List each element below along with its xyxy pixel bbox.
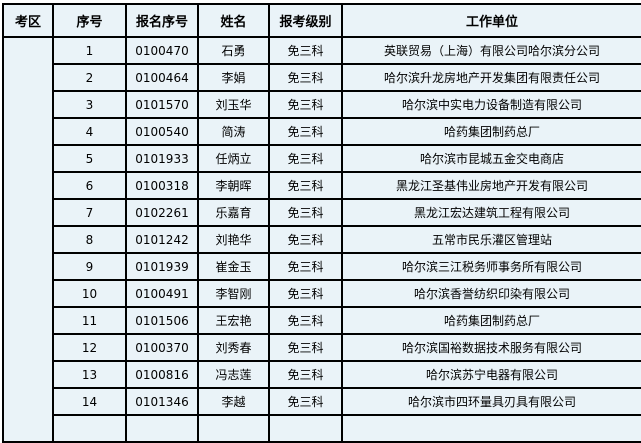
table-row: 1 0100470 石勇 免三科 英联贸易（上海）有限公司哈尔滨分公司 (2, 36, 641, 443)
no-cell: 14 (52, 387, 127, 416)
reg-no-cell: 0100540 (125, 117, 199, 146)
unit-cell: 哈尔滨香誉纺织印染有限公司 (341, 279, 641, 308)
table-row: 6 0100318 李朝晖 免三科 黑龙江圣基伟业房地产开发有限公司 (3, 171, 641, 200)
name-cell (197, 414, 270, 443)
no-cell: 5 (52, 144, 127, 173)
name-cell: 刘秀春 (197, 333, 270, 362)
unit-cell: 哈尔滨国裕数据技术服务有限公司 (341, 333, 641, 362)
area-cell (2, 36, 54, 443)
header-area: 考区 (2, 3, 54, 38)
header-row: 考区 序号 报名序号 姓名 报考级别 工作单位 (2, 3, 641, 38)
reg-no-cell: 0101933 (125, 144, 199, 173)
reg-no-cell (125, 414, 199, 443)
reg-no-cell: 0102261 (125, 198, 199, 227)
level-cell: 免三科 (268, 387, 343, 416)
name-cell: 乐嘉育 (197, 198, 270, 227)
no-cell (52, 414, 127, 443)
header-unit: 工作单位 (341, 3, 641, 38)
no-cell: 2 (52, 63, 127, 92)
table-row: 13 0100816 冯志莲 免三科 哈尔滨苏宁电器有限公司 (3, 360, 641, 389)
unit-cell: 五常市民乐灌区管理站 (341, 225, 641, 254)
reg-no-cell: 0100464 (125, 63, 199, 92)
table-row: 14 0101346 李越 免三科 哈尔滨市四环量具刃具有限公司 (3, 387, 641, 416)
reg-no-cell: 0101242 (125, 225, 199, 254)
level-cell: 免三科 (268, 252, 343, 281)
reg-no-cell: 0100318 (125, 171, 199, 200)
reg-no-cell: 0101506 (125, 306, 199, 335)
level-cell: 免三科 (268, 279, 343, 308)
table-row: 4 0100540 简涛 免三科 哈药集团制药总厂 (3, 117, 641, 146)
level-cell: 免三科 (268, 90, 343, 119)
level-cell: 免三科 (268, 117, 343, 146)
table-row: 10 0100491 李智刚 免三科 哈尔滨香誉纺织印染有限公司 (3, 279, 641, 308)
no-cell: 6 (52, 171, 127, 200)
table-row: 8 0101242 刘艳华 免三科 五常市民乐灌区管理站 (3, 225, 641, 254)
table-row: 3 0101570 刘玉华 免三科 哈尔滨中实电力设备制造有限公司 (3, 90, 641, 119)
unit-cell: 哈尔滨升龙房地产开发集团有限责任公司 (341, 63, 641, 92)
name-cell: 石勇 (197, 36, 270, 65)
reg-no-cell: 0100370 (125, 333, 199, 362)
no-cell: 10 (52, 279, 127, 308)
unit-cell (341, 414, 641, 443)
unit-cell: 黑龙江圣基伟业房地产开发有限公司 (341, 171, 641, 200)
table-row: 5 0101933 任炳立 免三科 哈尔滨市昆城五金交电商店 (3, 144, 641, 173)
level-cell: 免三科 (268, 171, 343, 200)
table-row (3, 414, 641, 443)
level-cell: 免三科 (268, 63, 343, 92)
table-row: 9 0101939 崔金玉 免三科 哈尔滨三江税务师事务所有限公司 (3, 252, 641, 281)
name-cell: 李娟 (197, 63, 270, 92)
reg-no-cell: 0100816 (125, 360, 199, 389)
no-cell: 3 (52, 90, 127, 119)
name-cell: 刘艳华 (197, 225, 270, 254)
level-cell (268, 414, 343, 443)
header-level: 报考级别 (268, 3, 343, 38)
table-row: 11 0101506 王宏艳 免三科 哈药集团制药总厂 (3, 306, 641, 335)
reg-no-cell: 0101939 (125, 252, 199, 281)
level-cell: 免三科 (268, 306, 343, 335)
name-cell: 简涛 (197, 117, 270, 146)
unit-cell: 哈药集团制药总厂 (341, 306, 641, 335)
name-cell: 任炳立 (197, 144, 270, 173)
no-cell: 1 (52, 36, 127, 65)
table-row: 2 0100464 李娟 免三科 哈尔滨升龙房地产开发集团有限责任公司 (3, 63, 641, 92)
name-cell: 李朝晖 (197, 171, 270, 200)
unit-cell: 哈尔滨市昆城五金交电商店 (341, 144, 641, 173)
reg-no-cell: 0100491 (125, 279, 199, 308)
no-cell: 9 (52, 252, 127, 281)
no-cell: 4 (52, 117, 127, 146)
no-cell: 11 (52, 306, 127, 335)
unit-cell: 哈尔滨中实电力设备制造有限公司 (341, 90, 641, 119)
header-name: 姓名 (197, 3, 270, 38)
header-no: 序号 (52, 3, 127, 38)
unit-cell: 英联贸易（上海）有限公司哈尔滨分公司 (341, 36, 641, 65)
name-cell: 冯志莲 (197, 360, 270, 389)
unit-cell: 哈尔滨三江税务师事务所有限公司 (341, 252, 641, 281)
level-cell: 免三科 (268, 225, 343, 254)
no-cell: 12 (52, 333, 127, 362)
level-cell: 免三科 (268, 144, 343, 173)
name-cell: 李智刚 (197, 279, 270, 308)
no-cell: 8 (52, 225, 127, 254)
name-cell: 刘玉华 (197, 90, 270, 119)
level-cell: 免三科 (268, 333, 343, 362)
table-row: 12 0100370 刘秀春 免三科 哈尔滨国裕数据技术服务有限公司 (3, 333, 641, 362)
reg-no-cell: 0100470 (125, 36, 199, 65)
unit-cell: 黑龙江宏达建筑工程有限公司 (341, 198, 641, 227)
header-reg-no: 报名序号 (125, 3, 199, 38)
unit-cell: 哈药集团制药总厂 (341, 117, 641, 146)
reg-no-cell: 0101570 (125, 90, 199, 119)
reg-no-cell: 0101346 (125, 387, 199, 416)
exam-list-table: 考区 序号 报名序号 姓名 报考级别 工作单位 1 0100470 石勇 免三科 英联贸… (2, 3, 641, 443)
no-cell: 7 (52, 198, 127, 227)
name-cell: 王宏艳 (197, 306, 270, 335)
unit-cell: 哈尔滨苏宁电器有限公司 (341, 360, 641, 389)
name-cell: 李越 (197, 387, 270, 416)
table-row: 7 0102261 乐嘉育 免三科 黑龙江宏达建筑工程有限公司 (3, 198, 641, 227)
level-cell: 免三科 (268, 36, 343, 65)
name-cell: 崔金玉 (197, 252, 270, 281)
level-cell: 免三科 (268, 198, 343, 227)
no-cell: 13 (52, 360, 127, 389)
level-cell: 免三科 (268, 360, 343, 389)
unit-cell: 哈尔滨市四环量具刃具有限公司 (341, 387, 641, 416)
